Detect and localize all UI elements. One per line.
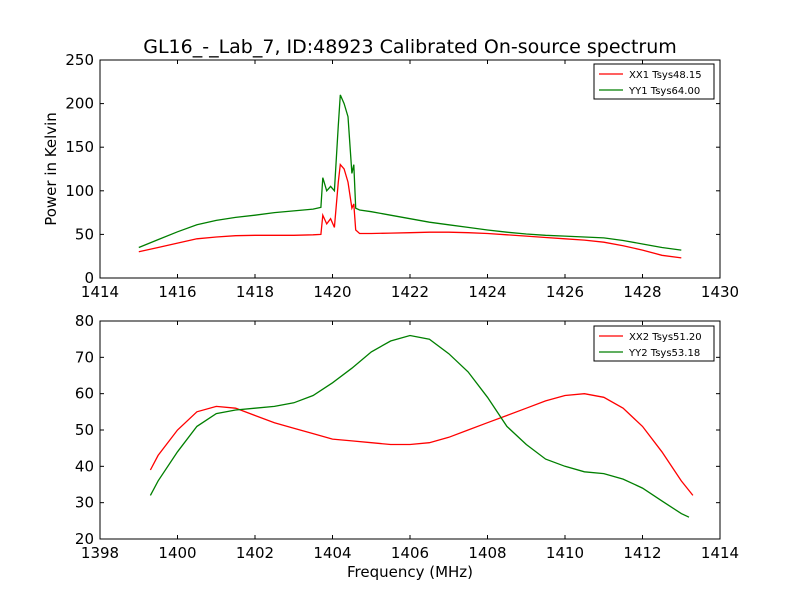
- y-tick-label: 100: [65, 182, 94, 200]
- series-line-yy2-tsys53-18: [149, 334, 690, 518]
- figure-title: GL16_-_Lab_7, ID:48923 Calibrated On-sou…: [143, 36, 677, 58]
- x-tick-label: 1430: [701, 283, 739, 301]
- y-tick-label: 200: [65, 95, 94, 113]
- legend-label: XX2 Tsys51.20: [629, 332, 702, 343]
- legend-label: YY2 Tsys53.18: [628, 348, 700, 359]
- series-line-yy1-tsys64-00: [138, 94, 682, 251]
- legend-label: XX1 Tsys48.15: [629, 70, 702, 81]
- x-tick-label: 1420: [313, 283, 351, 301]
- legend: XX2 Tsys51.20 YY2 Tsys53.18: [593, 325, 715, 362]
- legend-box: [593, 63, 715, 100]
- x-tick-label: 1422: [391, 283, 429, 301]
- y-axis-label: Power in Kelvin: [42, 112, 60, 226]
- x-tick-label: 1414: [81, 283, 119, 301]
- x-axis-label: Frequency (MHz): [347, 563, 473, 581]
- y-tick-label: 150: [65, 138, 94, 156]
- y-tick-label: 30: [75, 494, 94, 512]
- y-tick-label: 70: [75, 348, 94, 366]
- x-tick-label: 1418: [236, 283, 274, 301]
- y-tick-label: 50: [75, 225, 94, 243]
- y-tick-label: 40: [75, 457, 94, 475]
- x-tick-label: 1404: [313, 544, 351, 562]
- y-tick-label: 250: [65, 51, 94, 69]
- series-line-xx1-tsys48-15: [138, 163, 682, 259]
- y-tick-label: 20: [75, 530, 94, 548]
- x-tick-label: 1412: [623, 544, 661, 562]
- legend-label: YY1 Tsys64.00: [628, 86, 700, 97]
- y-tick-label: 50: [75, 421, 94, 439]
- series-line-xx2-tsys51-20: [149, 393, 694, 496]
- y-tick-label: 0: [84, 269, 94, 287]
- x-tick-label: 1406: [391, 544, 429, 562]
- x-tick-label: 1424: [468, 283, 506, 301]
- legend: XX1 Tsys48.15 YY1 Tsys64.00: [593, 63, 715, 100]
- legend-box: [593, 325, 715, 362]
- top-spectrum-panel: 1414 1416 1418 1420 1422 1424 1426 1428 1430 0 50 1…: [42, 51, 739, 301]
- bottom-spectrum-panel: 1398 1400 1402 1404 1406 1408 1410 1412 1414 20 30…: [75, 312, 739, 581]
- y-tick-label: 80: [75, 312, 94, 330]
- x-tick-label: 1410: [546, 544, 584, 562]
- y-tick-label: 60: [75, 385, 94, 403]
- x-tick-label: 1428: [623, 283, 661, 301]
- x-tick-label: 1414: [701, 544, 739, 562]
- x-tick-label: 1416: [158, 283, 196, 301]
- x-tick-label: 1400: [158, 544, 196, 562]
- x-tick-label: 1426: [546, 283, 584, 301]
- x-tick-label: 1408: [468, 544, 506, 562]
- x-tick-label: 1402: [236, 544, 274, 562]
- x-tick-label: 1398: [81, 544, 119, 562]
